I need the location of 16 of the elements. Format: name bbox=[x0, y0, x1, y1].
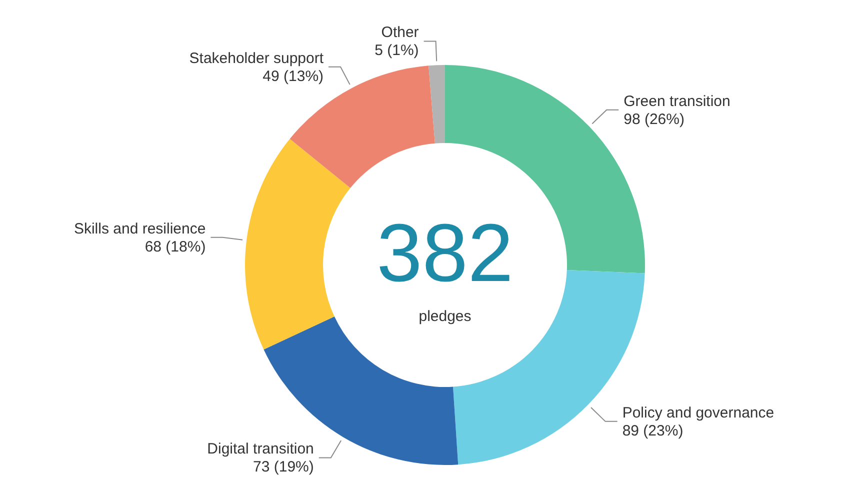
slice-label: Green transition bbox=[624, 92, 730, 110]
data-label: 5 (1%) bbox=[374, 42, 419, 60]
data-label: 73 (19%) bbox=[253, 458, 314, 476]
text: 382 bbox=[376, 208, 514, 299]
slice-label: Stakeholder support bbox=[189, 50, 324, 67]
slice-label: Policy and governance bbox=[622, 404, 774, 422]
slice-label: Digital transition bbox=[207, 440, 314, 458]
donut-slice bbox=[245, 138, 350, 350]
data-label: 68 (18%) bbox=[144, 238, 206, 256]
data-label: 89 (23%) bbox=[622, 422, 684, 440]
data-label: 98 (26%) bbox=[624, 110, 684, 128]
data-label: 49 (13%) bbox=[262, 68, 324, 85]
donut-slice bbox=[428, 65, 445, 144]
slice-label: Other bbox=[381, 24, 419, 42]
slice-label: Skills and resilience bbox=[74, 220, 206, 238]
text: pledges bbox=[418, 308, 472, 325]
